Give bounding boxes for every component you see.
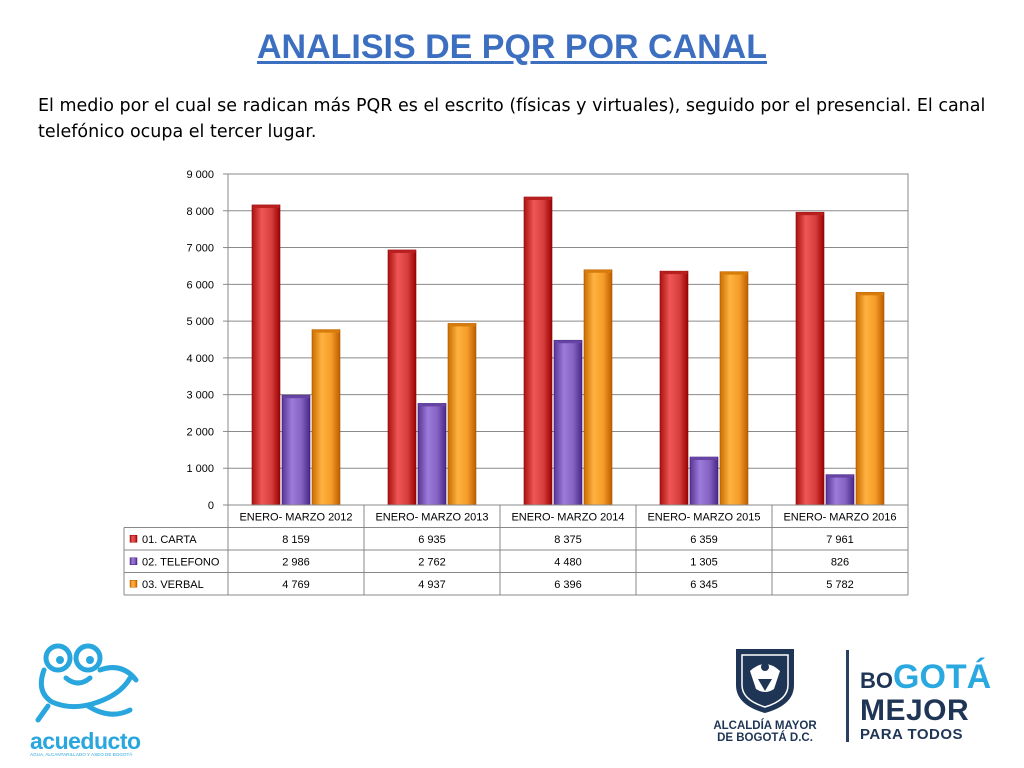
bar-1-1 — [251, 204, 281, 506]
y-tick-label: 0 — [208, 500, 214, 512]
data-label: 5 782 — [826, 579, 854, 591]
logo-divider — [846, 650, 849, 742]
bar-cap — [720, 271, 748, 275]
y-tick-label: 8 000 — [186, 206, 214, 218]
legend-swatch — [129, 580, 138, 588]
page-subtitle: El medio por el cual se radican más PQR … — [38, 96, 986, 142]
data-label: 7 961 — [826, 534, 854, 546]
bar-cap — [660, 271, 688, 275]
data-label: 826 — [831, 557, 849, 569]
grid-lines: 0 1 000 2 000 3 000 4 000 5 000 6 000 7 000 8 00… — [186, 169, 909, 512]
y-tick-label: 3 000 — [186, 390, 214, 402]
acueducto-logo: acueducto AGUA, ALCANTARILLADO Y ASEO DE… — [30, 640, 145, 757]
bar-cap — [312, 329, 340, 333]
category-label: ENERO- MARZO 2015 — [647, 512, 760, 524]
data-label: 4 937 — [418, 579, 446, 591]
bar-cap — [856, 292, 884, 296]
y-tick-label: 2 000 — [186, 426, 214, 438]
y-tick-label: 7 000 — [186, 243, 214, 255]
bar-cap — [690, 457, 718, 461]
bar-1-2 — [387, 249, 417, 506]
y-tick-label: 4 000 — [186, 353, 214, 365]
coat-of-arms-icon — [736, 649, 794, 713]
data-label: 2 762 — [418, 557, 446, 569]
bar-1-4 — [659, 270, 689, 506]
bar-cap — [826, 474, 854, 478]
data-label: 2 986 — [282, 557, 310, 569]
legend-swatch — [129, 557, 138, 565]
bar-cap — [252, 204, 280, 208]
bar-2-4 — [689, 456, 719, 506]
data-label: 4 769 — [282, 579, 310, 591]
bar-2-5 — [825, 474, 855, 506]
data-table: ENERO- MARZO 2012 ENERO- MARZO 2013 ENERO-… — [123, 504, 909, 596]
bar-cap — [584, 269, 612, 273]
mejor-wordmark: MEJOR — [860, 694, 970, 727]
data-label: 8 159 — [282, 534, 310, 546]
bogota-gota: GOTÁ — [893, 658, 992, 696]
data-label: 4 480 — [554, 557, 582, 569]
bar-1-5 — [795, 211, 825, 506]
category-label: ENERO- MARZO 2013 — [375, 512, 488, 524]
y-tick-label: 9 000 — [186, 169, 214, 181]
page-title: ANALISIS DE PQR POR CANAL — [256, 28, 768, 66]
bar-3-5 — [855, 292, 885, 506]
bogota-mejor-logo: BOGOTÁ MEJOR PARA TODOS — [860, 650, 1010, 745]
bar-cap — [418, 403, 446, 407]
bar-2-2 — [417, 403, 447, 506]
bar-chart: 0 1 000 2 000 3 000 4 000 5 000 6 000 7 000 8 00… — [123, 169, 909, 596]
bar-1-3 — [523, 196, 553, 506]
acueducto-tagline: AGUA, ALCANTARILLADO Y ASEO DE BOGOTÁ — [30, 752, 133, 757]
alcaldia-line2: DE BOGOTÁ D.C. — [717, 732, 813, 744]
data-label: 6 396 — [554, 579, 582, 591]
category-label: ENERO- MARZO 2016 — [783, 512, 896, 524]
legend-label: 02. TELEFONO — [142, 557, 220, 569]
bar-cap — [388, 249, 416, 253]
y-tick-label: 5 000 — [186, 316, 214, 328]
data-label: 1 305 — [690, 557, 718, 569]
alcaldia-line1: ALCALDÍA MAYOR — [713, 720, 817, 732]
data-label: 6 345 — [690, 579, 718, 591]
bar-cap — [524, 196, 552, 200]
para-todos-wordmark: PARA TODOS — [860, 726, 964, 743]
bogota-wordmark: BOGOTÁ — [860, 658, 991, 697]
category-label: ENERO- MARZO 2012 — [239, 512, 352, 524]
data-label: 6 359 — [690, 534, 718, 546]
acueducto-wordmark: acueducto — [30, 728, 141, 754]
bars — [251, 196, 885, 506]
alcaldia-logo: ALCALDÍA MAYOR DE BOGOTÁ D.C. — [710, 645, 820, 750]
bar-cap — [554, 340, 582, 344]
legend-swatch — [129, 535, 138, 543]
legend-label: 01. CARTA — [142, 534, 197, 546]
bar-cap — [796, 212, 824, 216]
data-label: 8 375 — [554, 534, 582, 546]
y-tick-label: 6 000 — [186, 279, 214, 291]
data-label: 6 935 — [418, 534, 446, 546]
bogota-bo: BO — [860, 668, 893, 693]
bar-3-1 — [311, 329, 341, 506]
bar-3-3 — [583, 269, 613, 506]
bar-cap — [282, 395, 310, 399]
legend-label: 03. VERBAL — [142, 579, 204, 591]
bar-3-2 — [447, 323, 477, 506]
y-tick-label: 1 000 — [186, 463, 214, 475]
bar-cap — [448, 323, 476, 327]
bar-3-4 — [719, 271, 749, 506]
frog-icon — [35, 643, 139, 723]
category-label: ENERO- MARZO 2014 — [511, 512, 624, 524]
bar-2-1 — [281, 394, 311, 506]
bar-2-3 — [553, 339, 583, 506]
